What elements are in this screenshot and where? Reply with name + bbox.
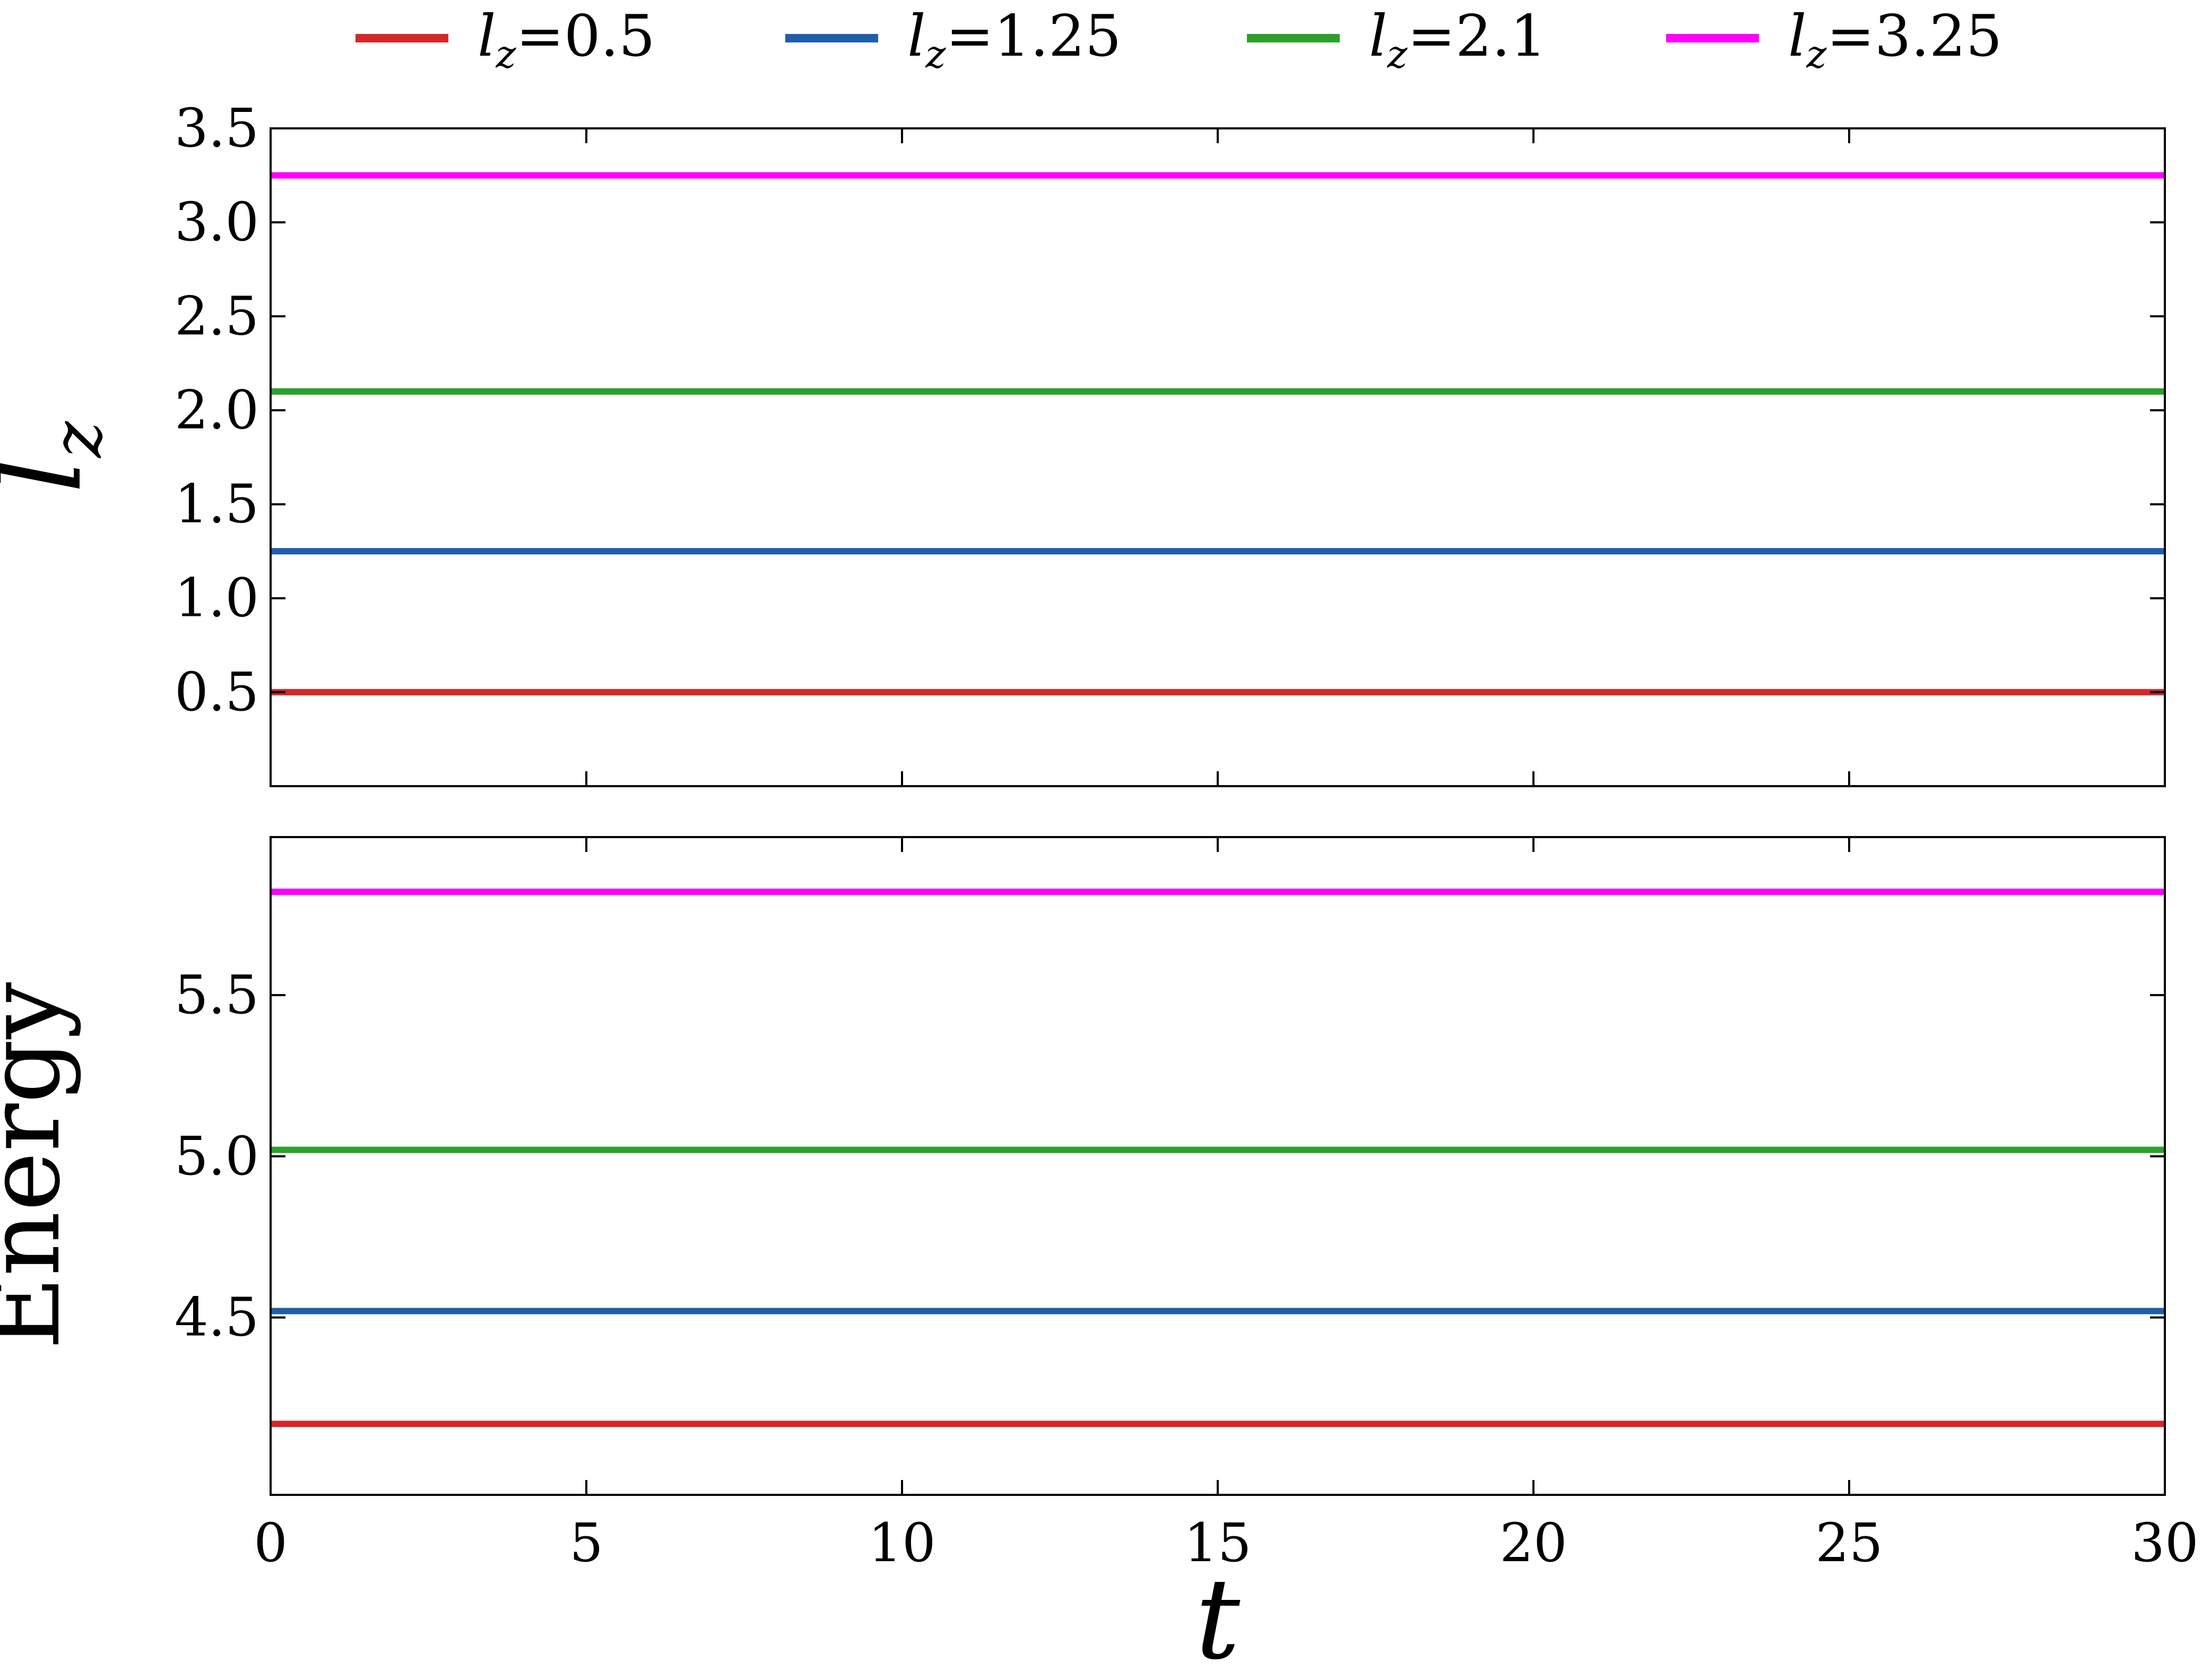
lz-ytick-label: 3.5 [175, 97, 259, 159]
xtick-label: 25 [1815, 1512, 1883, 1574]
lz-ytick-label: 0.5 [175, 661, 259, 723]
xtick-label: 30 [2131, 1512, 2198, 1574]
lz-ytick-label: 2.0 [175, 379, 259, 441]
legend-label-var: l [1788, 3, 1807, 69]
legend-label-value: =3.25 [1826, 3, 2002, 69]
legend-label-sub: z [1387, 32, 1408, 76]
lz-ylabel-main: l [0, 458, 106, 493]
energy-plot-frame [270, 836, 2166, 1496]
lz-ytick-label: 2.5 [175, 285, 259, 347]
legend-label-sub: z [496, 32, 517, 76]
legend-label: lz=3.25 [1788, 3, 2002, 76]
energy-ytick-label: 4.5 [175, 1286, 259, 1348]
xtick-label: 5 [569, 1512, 603, 1574]
legend-label-sub: z [1806, 32, 1827, 76]
energy-ylabel-main: Energy [0, 982, 82, 1350]
legend-item: lz=0.5 [356, 3, 655, 76]
legend-label-value: =0.5 [516, 3, 655, 69]
legend-item: lz=3.25 [1666, 3, 2002, 76]
legend-label-var: l [1369, 3, 1388, 69]
lz-panel: 0.5 1.0 1.5 2.0 2.5 3.0 3.5 lz [0, 97, 2166, 787]
legend-label-var: l [478, 3, 496, 69]
energy-ylabel: Energy [0, 982, 82, 1350]
x-axis: 0 5 10 15 20 25 30 t [254, 1512, 2198, 1680]
legend-label-value: =1.25 [946, 3, 1121, 69]
legend-item: lz=1.25 [785, 3, 1121, 76]
xtick-label: 15 [1184, 1512, 1251, 1574]
xtick-label: 0 [254, 1512, 288, 1574]
energy-panel: 4.5 5.0 5.5 Energy [0, 836, 2166, 1496]
energy-ytick-label: 5.5 [175, 964, 259, 1026]
legend: lz=0.5 lz=1.25 lz=2.1 lz=3.25 [356, 3, 2002, 76]
xlabel: t [1195, 1554, 1241, 1680]
legend-label-value: =2.1 [1407, 3, 1546, 69]
xtick-label: 10 [868, 1512, 935, 1574]
legend-label-sub: z [925, 32, 947, 76]
legend-item: lz=2.1 [1247, 3, 1547, 76]
lz-ytick-label: 1.0 [175, 567, 259, 629]
xtick-label: 20 [1499, 1512, 1567, 1574]
legend-label: lz=1.25 [907, 3, 1121, 76]
legend-label: lz=0.5 [478, 3, 655, 76]
lz-ytick-label: 3.0 [175, 191, 259, 253]
lz-ylabel-sub: z [37, 421, 117, 459]
lz-ylabel: lz [0, 421, 117, 493]
lz-plot-frame [270, 127, 2166, 787]
legend-label-var: l [907, 3, 926, 69]
legend-label: lz=2.1 [1369, 3, 1547, 76]
energy-ytick-label: 5.0 [175, 1125, 259, 1187]
lz-ytick-label: 1.5 [175, 473, 259, 535]
